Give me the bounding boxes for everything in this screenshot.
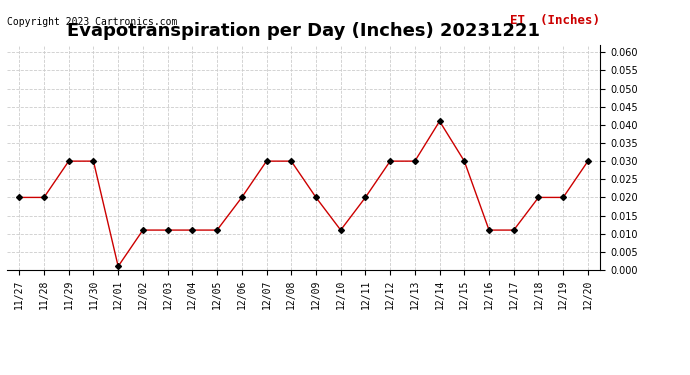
Text: Evapotranspiration per Day (Inches) 20231221: Evapotranspiration per Day (Inches) 2023…: [67, 22, 540, 40]
Text: Copyright 2023 Cartronics.com: Copyright 2023 Cartronics.com: [7, 17, 177, 27]
Text: ET  (Inches): ET (Inches): [511, 14, 600, 27]
